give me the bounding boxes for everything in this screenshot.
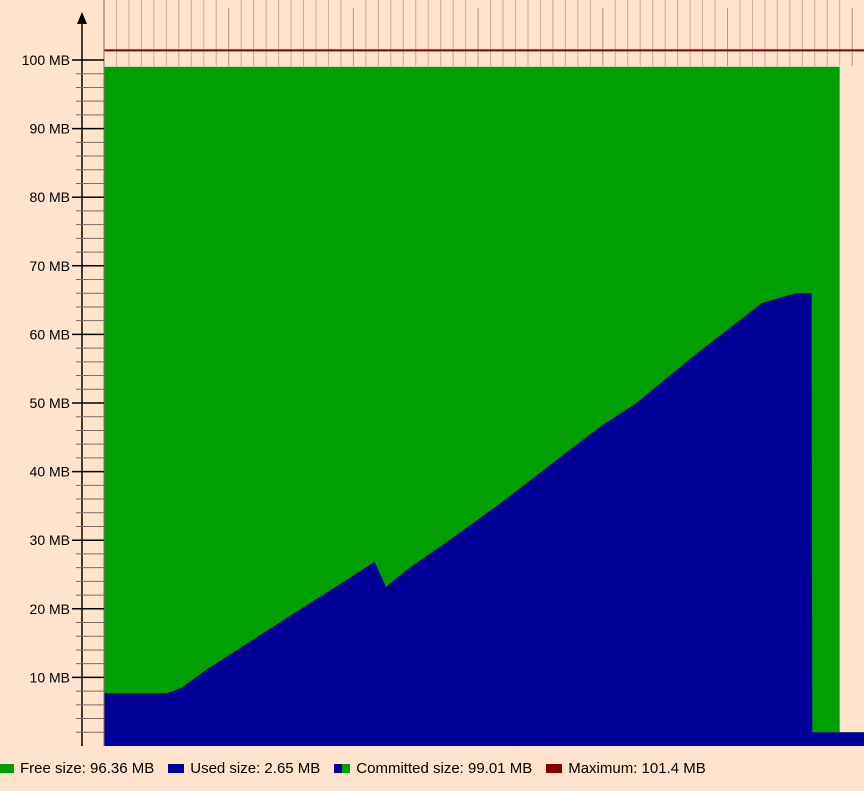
free-size-swatch — [0, 763, 14, 773]
legend: Free size: 96.36 MB Used size: 2.65 MB C… — [0, 757, 720, 779]
y-tick-label: 100 MB — [22, 52, 70, 68]
y-tick-label: 80 MB — [30, 189, 70, 205]
maximum-swatch — [546, 763, 563, 773]
y-tick-label: 90 MB — [30, 121, 70, 137]
y-tick-label: 30 MB — [30, 532, 70, 548]
y-axis-arrow-icon — [77, 12, 87, 24]
legend-committed-label: Committed size: 99.01 MB — [356, 759, 533, 777]
legend-used-label: Used size: 2.65 MB — [190, 759, 321, 777]
legend-item-free: Free size: 96.36 MB — [0, 760, 154, 777]
y-tick-label: 70 MB — [30, 258, 70, 274]
legend-free-label: Free size: 96.36 MB — [20, 759, 155, 777]
y-tick-label: 50 MB — [30, 395, 70, 411]
y-tick-label: 10 MB — [30, 669, 70, 685]
y-tick-label: 40 MB — [30, 464, 70, 480]
legend-maximum-label: Maximum: 101.4 MB — [568, 759, 706, 777]
legend-item-maximum: Maximum: 101.4 MB — [546, 760, 706, 777]
legend-item-committed: Committed size: 99.01 MB — [334, 760, 532, 777]
y-tick-label: 60 MB — [30, 326, 70, 342]
used-size-swatch — [168, 763, 185, 773]
committed-size-swatch — [334, 763, 351, 773]
legend-item-used: Used size: 2.65 MB — [168, 760, 320, 777]
y-tick-label: 20 MB — [30, 601, 70, 617]
used-area — [104, 293, 864, 746]
